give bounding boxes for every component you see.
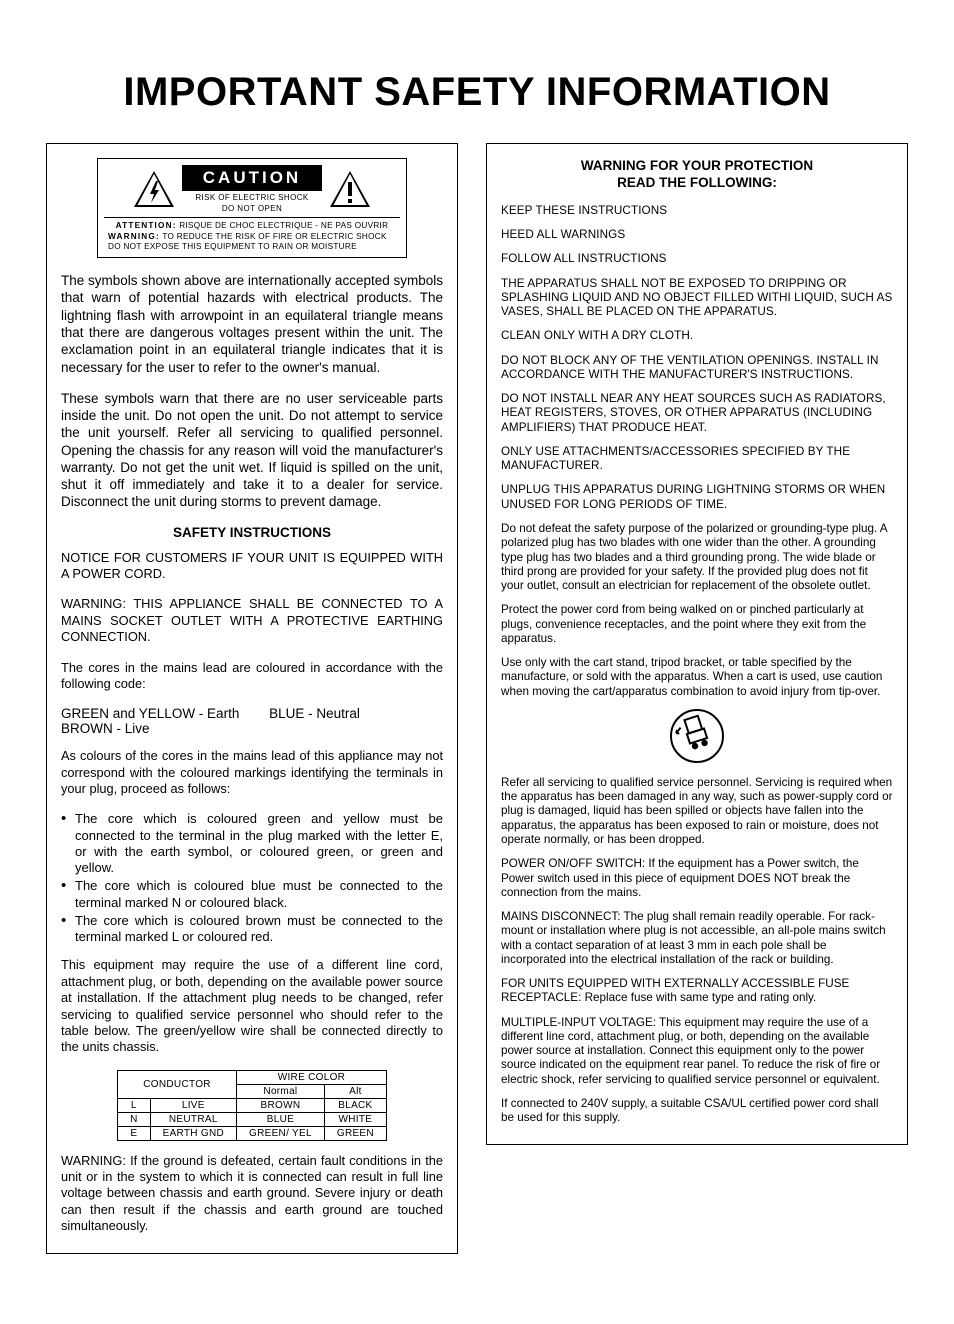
heed-warnings: HEED ALL WARNINGS — [501, 228, 893, 242]
color-live: BROWN - Live — [61, 721, 150, 736]
cart-use: Use only with the cart stand, tripod bra… — [501, 656, 893, 699]
wiring-bullets: The core which is coloured green and yel… — [61, 811, 443, 945]
cell: BLACK — [324, 1098, 386, 1112]
symbols-para-1: The symbols shown above are internationa… — [61, 272, 443, 376]
right-heading: WARNING FOR YOUR PROTECTION READ THE FOL… — [501, 158, 893, 192]
cell: GREEN — [324, 1126, 386, 1140]
cell: N — [118, 1112, 151, 1126]
attention-label: ATTENTION: — [116, 221, 177, 230]
right-head-2: READ THE FOLLOWING: — [617, 175, 777, 190]
cores-intro: The cores in the mains lead are coloured… — [61, 660, 443, 693]
attachments: ONLY USE ATTACHMENTS/ACCESSORIES SPECIFI… — [501, 445, 893, 474]
no-dripping: THE APPARATUS SHALL NOT BE EXPOSED TO DR… — [501, 277, 893, 320]
caution-center: CAUTION RISK OF ELECTRIC SHOCK DO NOT OP… — [182, 165, 322, 213]
caution-sub2: DO NOT OPEN — [182, 204, 322, 213]
unplug-storms: UNPLUG THIS APPARATUS DURING LIGHTNING S… — [501, 483, 893, 512]
table-row: L LIVE BROWN BLACK — [118, 1098, 387, 1112]
cell: BLUE — [237, 1112, 325, 1126]
cart-tipping-icon — [501, 709, 893, 768]
cell: E — [118, 1126, 151, 1140]
wire-color-table: CONDUCTOR WIRE COLOR Normal Alt L LIVE B… — [117, 1070, 387, 1141]
right-head-1: WARNING FOR YOUR PROTECTION — [581, 158, 813, 173]
multiple-input-voltage: MULTIPLE-INPUT VOLTAGE: This equipment m… — [501, 1016, 893, 1087]
keep-instructions: KEEP THESE INSTRUCTIONS — [501, 204, 893, 218]
caution-top-row: CAUTION RISK OF ELECTRIC SHOCK DO NOT OP… — [104, 165, 400, 213]
cell: BROWN — [237, 1098, 325, 1112]
cell: L — [118, 1098, 151, 1112]
exclamation-triangle-icon — [328, 169, 372, 209]
power-switch: POWER ON/OFF SWITCH: If the equipment ha… — [501, 857, 893, 900]
table-row: E EARTH GND GREEN/ YEL GREEN — [118, 1126, 387, 1140]
left-box: CAUTION RISK OF ELECTRIC SHOCK DO NOT OP… — [46, 143, 458, 1254]
mains-disconnect: MAINS DISCONNECT: The plug shall remain … — [501, 910, 893, 967]
cell: LIVE — [150, 1098, 236, 1112]
symbols-para-2: These symbols warn that there are no use… — [61, 390, 443, 511]
csa-ul-cord: If connected to 240V supply, a suitable … — [501, 1097, 893, 1126]
power-cord-notice: NOTICE FOR CUSTOMERS IF YOUR UNIT IS EQU… — [61, 550, 443, 583]
th-wirecolor: WIRE COLOR — [237, 1070, 387, 1084]
lightning-triangle-icon — [132, 169, 176, 209]
table-row: N NEUTRAL BLUE WHITE — [118, 1112, 387, 1126]
fuse-receptacle: FOR UNITS EQUIPPED WITH EXTERNALLY ACCES… — [501, 977, 893, 1006]
columns: CAUTION RISK OF ELECTRIC SHOCK DO NOT OP… — [46, 143, 908, 1264]
left-column: CAUTION RISK OF ELECTRIC SHOCK DO NOT OP… — [46, 143, 458, 1264]
th-alt: Alt — [324, 1084, 386, 1098]
color-earth: GREEN and YELLOW - Earth — [61, 706, 239, 721]
cell: EARTH GND — [150, 1126, 236, 1140]
cell: WHITE — [324, 1112, 386, 1126]
cell: GREEN/ YEL — [237, 1126, 325, 1140]
caution-banner: CAUTION — [182, 165, 322, 191]
right-column: WARNING FOR YOUR PROTECTION READ THE FOL… — [486, 143, 908, 1264]
caution-attention: ATTENTION: RISQUE DE CHOC ELECTRIQUE - N… — [104, 217, 400, 230]
bullet-2: The core which is coloured blue must be … — [61, 878, 443, 911]
ground-warning: WARNING: If the ground is defeated, cert… — [61, 1153, 443, 1235]
plug-safety: Do not defeat the safety purpose of the … — [501, 522, 893, 593]
attention-text: RISQUE DE CHOC ELECTRIQUE - NE PAS OUVRI… — [179, 221, 388, 230]
right-box: WARNING FOR YOUR PROTECTION READ THE FOL… — [486, 143, 908, 1145]
cell: NEUTRAL — [150, 1112, 236, 1126]
cores-para: As colours of the cores in the mains lea… — [61, 748, 443, 797]
clean-dry-cloth: CLEAN ONLY WITH A DRY CLOTH. — [501, 329, 893, 343]
warning-label: WARNING: — [108, 232, 160, 241]
ventilation: DO NOT BLOCK ANY OF THE VENTILATION OPEN… — [501, 354, 893, 383]
safety-instructions-head: SAFETY INSTRUCTIONS — [61, 525, 443, 540]
follow-instructions: FOLLOW ALL INSTRUCTIONS — [501, 252, 893, 266]
bullet-1: The core which is coloured green and yel… — [61, 811, 443, 876]
page: IMPORTANT SAFETY INFORMATION — [0, 0, 954, 1324]
caution-sub1: RISK OF ELECTRIC SHOCK — [182, 193, 322, 202]
page-title: IMPORTANT SAFETY INFORMATION — [46, 70, 908, 115]
bullet-3: The core which is coloured brown must be… — [61, 913, 443, 946]
equipment-para: This equipment may require the use of a … — [61, 957, 443, 1055]
color-neutral: BLUE - Neutral — [269, 706, 360, 721]
mains-warning: WARNING: THIS APPLIANCE SHALL BE CONNECT… — [61, 596, 443, 645]
caution-frame: CAUTION RISK OF ELECTRIC SHOCK DO NOT OP… — [97, 158, 407, 258]
cord-protect: Protect the power cord from being walked… — [501, 603, 893, 646]
servicing: Refer all servicing to qualified service… — [501, 776, 893, 847]
caution-warning: WARNING: TO REDUCE THE RISK OF FIRE OR E… — [104, 232, 400, 251]
color-code-line: GREEN and YELLOW - Earth BLUE - Neutral … — [61, 706, 443, 736]
th-conductor: CONDUCTOR — [118, 1070, 237, 1098]
th-normal: Normal — [237, 1084, 325, 1098]
heat-sources: DO NOT INSTALL NEAR ANY HEAT SOURCES SUC… — [501, 392, 893, 435]
